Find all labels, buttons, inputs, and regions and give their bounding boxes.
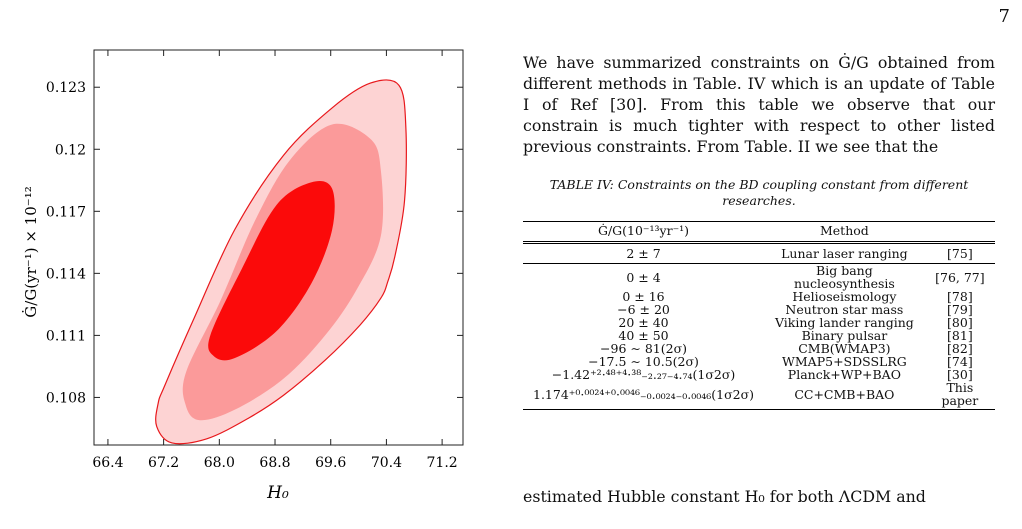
y-tick-label: 0.108 <box>46 390 86 406</box>
cell-gdot: 0 ± 4 <box>626 269 661 285</box>
cell-gdot: 1.174⁺⁰·⁰⁰²⁴⁺⁰·⁰⁰⁴⁶₋₀.₀₀₂₄₋₀.₀₀₄₆(1σ2σ) <box>523 381 765 410</box>
x-tick-label: 68.8 <box>259 455 290 471</box>
cell-gdot: 20 ± 40 <box>618 315 669 330</box>
contour-regions <box>155 79 407 445</box>
contour-figure: 66.4 67.2 68.0 68.8 69.6 70.4 71.2 0.108 0.111 0.… <box>22 49 464 503</box>
table-row: 1.174⁺⁰·⁰⁰²⁴⁺⁰·⁰⁰⁴⁶₋₀.₀₀₂₄₋₀.₀₀₄₆(1σ2σ) C… <box>523 381 995 410</box>
y-axis-label: Ġ/G(yr⁻¹) × 10⁻¹² <box>22 186 40 317</box>
cell-gdot: −6 ± 20 <box>617 302 670 317</box>
constraints-table: Ġ/G(10⁻¹³yr⁻¹) Method 2 ± 7 Lunar laser r… <box>523 221 995 410</box>
x-tick-label: 67.2 <box>148 455 179 471</box>
table-row: 0 ± 4 Big bang nucleosynthesis [76, 77] <box>523 264 995 291</box>
cell-gdot: 40 ± 50 <box>618 328 669 343</box>
table-row: −96 ∼ 81(2σ) CMB(WMAP3) [82] <box>523 342 995 355</box>
cell-method: Binary pulsar <box>801 328 888 343</box>
table-row: 0 ± 16 Helioseismology [78] <box>523 290 995 303</box>
cell-method: Helioseismology <box>792 289 897 304</box>
cell-method: Planck+WP+BAO <box>787 367 901 382</box>
x-tick-label: 70.4 <box>371 455 402 471</box>
header-method: Method <box>764 221 925 244</box>
y-tick-label: 0.12 <box>55 142 86 158</box>
paragraph-2: estimated Hubble constant H₀ for both ΛC… <box>523 487 926 506</box>
table-row: −1.42⁺²·⁴⁸⁺⁴·³⁸₋₂.₂₇₋₄.₇₄(1σ2σ) Planck+WP… <box>523 368 995 381</box>
page-number: 7 <box>998 6 1010 27</box>
cell-ref: [76, 77] <box>935 269 985 285</box>
table-body: 2 ± 7 Lunar laser ranging [75] 0 ± 4 Big ban… <box>523 242 995 410</box>
cell-ref: [81] <box>947 328 973 343</box>
table-caption: TABLE IV: Constraints on the BD coupling… <box>549 177 969 208</box>
cell-gdot: −96 ∼ 81(2σ) <box>600 341 687 356</box>
cell-gdot: 0 ± 16 <box>622 289 665 304</box>
cell-method: WMAP5+SDSSLRG <box>782 354 907 369</box>
cell-ref: [75] <box>924 242 995 264</box>
contour-3 <box>208 180 335 361</box>
cell-ref: [78] <box>947 289 973 304</box>
y-tick-label: 0.111 <box>46 328 86 344</box>
x-axis-label: H₀ <box>266 483 289 503</box>
cell-ref: [74] <box>947 354 973 369</box>
cell-method: Lunar laser ranging <box>764 242 925 264</box>
y-tick-label: 0.123 <box>46 80 86 96</box>
cell-ref: [82] <box>947 341 973 356</box>
cell-method: CC+CMB+BAO <box>764 381 925 410</box>
cell-ref: This paper <box>924 381 995 410</box>
cell-method: Big bang nucleosynthesis <box>793 263 895 291</box>
cell-method: Neutron star mass <box>785 302 904 317</box>
cell-method: CMB(WMAP3) <box>798 341 891 356</box>
y-tick-label: 0.114 <box>46 266 86 282</box>
table-header-row: Ġ/G(10⁻¹³yr⁻¹) Method <box>523 221 995 244</box>
table-row: 20 ± 40 Viking lander ranging [80] <box>523 316 995 329</box>
x-tick-label: 68.0 <box>204 455 235 471</box>
table-row: −6 ± 20 Neutron star mass [79] <box>523 303 995 316</box>
x-tick-label: 71.2 <box>427 455 458 471</box>
cell-gdot: −17.5 ∼ 10.5(2σ) <box>588 354 699 369</box>
header-ref <box>924 221 995 244</box>
cell-ref: [79] <box>947 302 973 317</box>
table-row: −17.5 ∼ 10.5(2σ) WMAP5+SDSSLRG [74] <box>523 355 995 368</box>
table-row: 2 ± 7 Lunar laser ranging [75] <box>523 242 995 264</box>
plot-frame <box>93 49 464 446</box>
paragraph-1: We have summarized constraints on Ġ/G ob… <box>523 53 995 156</box>
right-column: We have summarized constraints on Ġ/G ob… <box>523 52 995 410</box>
cell-ref: [30] <box>947 367 973 382</box>
cell-ref: [80] <box>947 315 973 330</box>
cell-gdot: 2 ± 7 <box>523 242 765 264</box>
y-tick-label: 0.117 <box>46 204 86 220</box>
x-tick-label: 69.6 <box>315 455 346 471</box>
cell-gdot: −1.42⁺²·⁴⁸⁺⁴·³⁸₋₂.₂₇₋₄.₇₄(1σ2σ) <box>551 367 736 382</box>
table-row: 40 ± 50 Binary pulsar [81] <box>523 329 995 342</box>
header-gdot: Ġ/G(10⁻¹³yr⁻¹) <box>523 221 765 244</box>
x-tick-label: 66.4 <box>92 455 123 471</box>
axis-ticks: 66.4 67.2 68.0 68.8 69.6 70.4 71.2 0.108 0.111 0.… <box>46 50 463 471</box>
cell-method: Viking lander ranging <box>774 315 914 330</box>
